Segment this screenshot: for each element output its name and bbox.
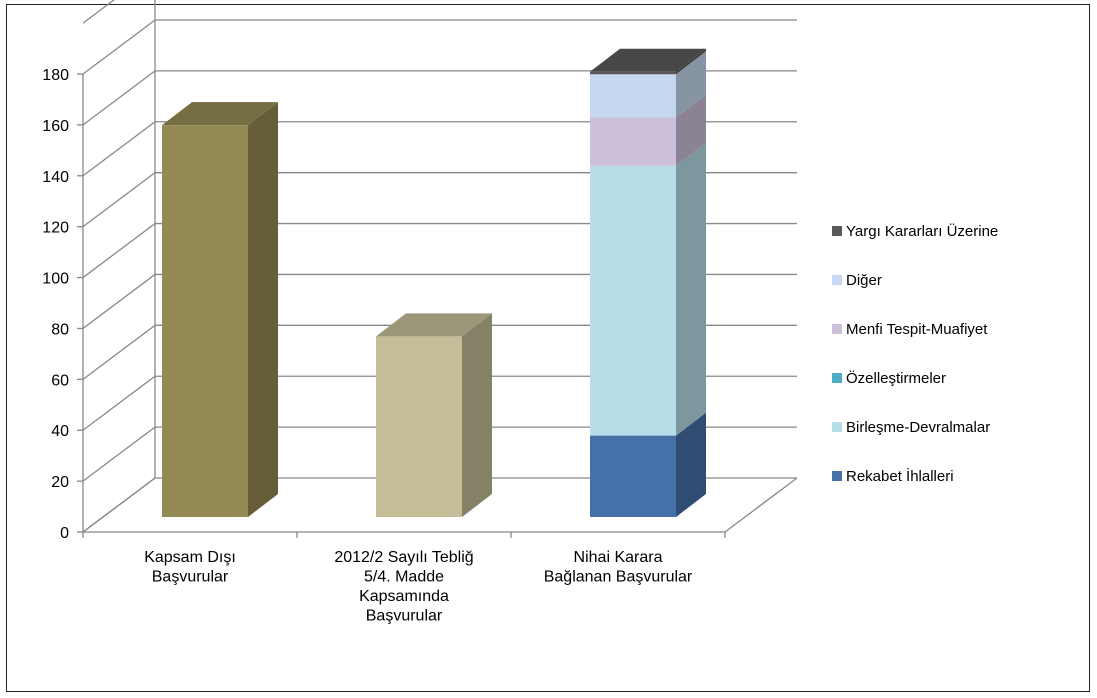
x-category-label-line: Bağlanan Başvurular	[544, 569, 693, 586]
bar-segment-side	[676, 412, 706, 517]
legend-swatch	[832, 471, 842, 481]
y-tick-label: 80	[51, 321, 69, 338]
x-category-label-line: Başvurular	[152, 569, 229, 586]
y-tick-label: 40	[51, 423, 69, 440]
x-category-label: 2012/2 Sayılı Tebliğ 5/4. Madde Kapsamında…	[334, 549, 473, 625]
legend-swatch	[832, 422, 842, 432]
y-tick-label: 60	[51, 372, 69, 389]
bar-segment-side	[462, 313, 492, 517]
y-tick-label: 100	[42, 271, 69, 288]
gridline-side	[82, 324, 156, 380]
gridline-side	[82, 223, 156, 279]
legend-swatch	[832, 373, 842, 383]
bar-segment-front	[590, 435, 676, 517]
bar-segment-front	[376, 336, 462, 517]
legend-swatch	[832, 226, 842, 236]
gridline-side	[82, 121, 156, 177]
gridline-side	[82, 0, 115, 24]
gridline-side	[82, 19, 156, 75]
y-tick-label: 180	[42, 67, 69, 84]
x-category-label: Nihai Karara Bağlanan Başvurular	[544, 549, 693, 586]
bar-segment-side	[676, 51, 706, 118]
y-tick-label: 0	[60, 525, 69, 542]
legend-label: Birleşme-Devralmalar	[846, 419, 990, 436]
bar-segment-side	[248, 102, 278, 518]
bar-top-face	[590, 48, 706, 72]
bar-segment-front	[162, 125, 248, 518]
x-category-label-line: Kapsamında	[359, 588, 449, 605]
legend-label: Yargı Kararları Üzerine	[846, 222, 998, 240]
x-category-label-line: Kapsam Dışı	[144, 549, 236, 566]
gridline-side	[82, 70, 156, 126]
bar-segment-front	[590, 117, 676, 166]
gridline-side	[82, 375, 156, 431]
legend-swatch	[832, 275, 842, 285]
x-category-label: Kapsam Dışı Başvurular	[144, 549, 236, 586]
bar-segment-front	[590, 71, 676, 75]
legend-label: Özelleştirmeler	[846, 369, 946, 387]
y-tick-label: 20	[51, 474, 69, 491]
bar-segment-side	[676, 48, 706, 75]
y-tick-label: 160	[42, 118, 69, 135]
bar-top-face	[162, 102, 278, 126]
gridline-side	[82, 426, 156, 482]
legend-label: Rekabet İhlalleri	[846, 467, 954, 485]
floor-right-edge	[724, 477, 798, 533]
x-category-label-line: 2012/2 Sayılı Tebliğ	[334, 549, 473, 566]
legend-swatch	[832, 324, 842, 334]
y-tick-label: 140	[42, 169, 69, 186]
y-tick-label: 120	[42, 220, 69, 237]
gridline-side	[82, 477, 156, 533]
gridline-side	[82, 273, 156, 329]
legend-label: Menfi Tespit-Muafiyet	[846, 321, 988, 338]
gridline-side	[82, 172, 156, 228]
bar-segment-side	[676, 94, 706, 166]
bar-segment-side	[676, 142, 706, 436]
x-category-label-line: Nihai Karara	[574, 549, 663, 566]
x-category-label-line: 5/4. Madde	[364, 569, 444, 586]
bar-segment-front	[590, 74, 676, 118]
x-category-label-line: Başvurular	[366, 608, 443, 625]
legend-label: Diğer	[846, 272, 882, 289]
bar-top-face	[376, 313, 492, 337]
bar-segment-front	[590, 165, 676, 436]
